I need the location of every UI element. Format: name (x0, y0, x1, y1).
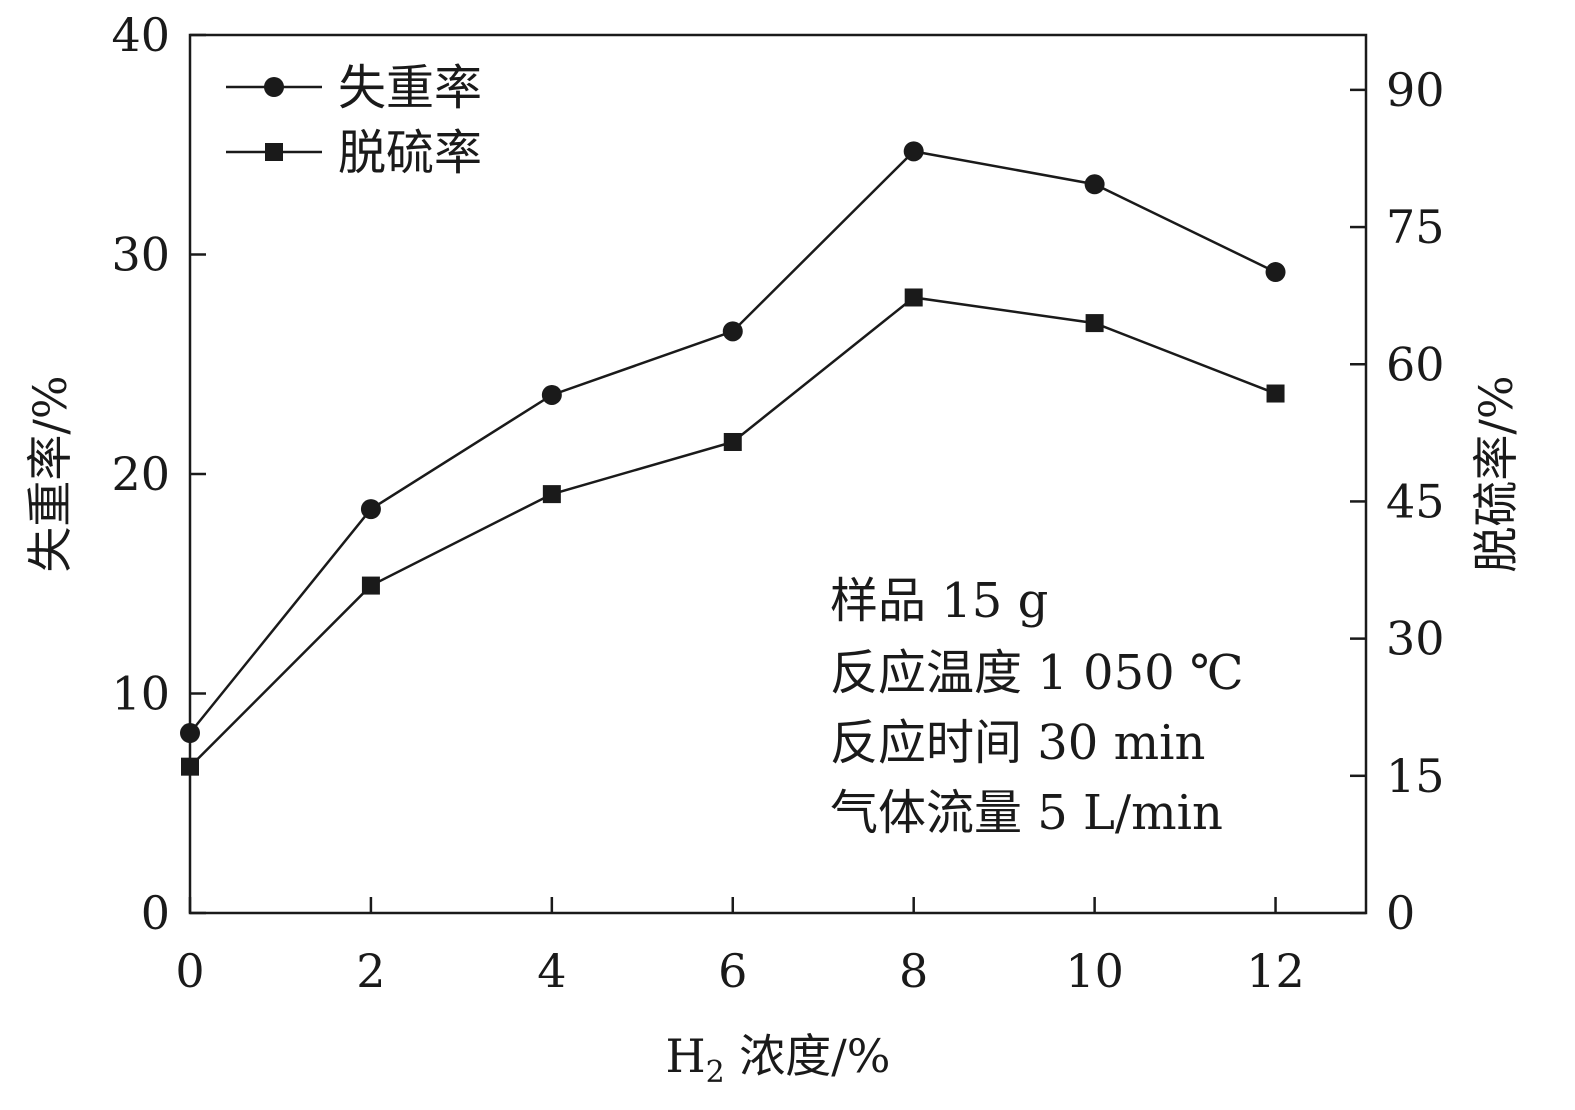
y-right-tick-label: 0 (1386, 886, 1415, 940)
data-point-circle (722, 321, 743, 342)
data-point-square (1266, 384, 1285, 403)
y-left-tick-label: 20 (111, 447, 170, 501)
data-point-square (904, 288, 923, 307)
data-point-circle (1265, 262, 1286, 283)
data-point-circle (541, 384, 562, 405)
y-left-tick-label: 40 (111, 8, 170, 62)
x-tick-label: 0 (175, 944, 204, 998)
x-tick-label: 8 (899, 944, 928, 998)
x-axis-label-subscript: 2 (706, 1055, 725, 1090)
x-tick-label: 12 (1246, 944, 1305, 998)
data-point-circle (1084, 174, 1105, 195)
x-tick-label: 4 (537, 944, 566, 998)
data-point-square (542, 485, 561, 504)
axes: 0 2 4 6 8 10 12 0 10 20 30 40 0 15 30 45 60 75 90 (111, 8, 1444, 998)
y-left-tick-label: 10 (111, 667, 170, 721)
legend-marker-circle (264, 77, 284, 97)
data-point-square (723, 432, 742, 451)
y-right-tick-label: 90 (1386, 63, 1445, 117)
annotation-line: 反应时间 30 min (830, 715, 1205, 771)
x-axis-label: H2 浓度/% (665, 1029, 890, 1090)
y-left-tick-label: 0 (141, 886, 170, 940)
data-point-square (1085, 314, 1104, 333)
series-layer (180, 141, 1286, 776)
legend-label: 失重率 (338, 60, 482, 116)
x-tick-label: 6 (718, 944, 747, 998)
y-axis-label-left: 失重率/% (23, 375, 77, 572)
x-axis-label-rest: 浓度/% (725, 1029, 891, 1083)
y-right-tick-label: 15 (1386, 749, 1445, 803)
y-left-tick-label: 30 (111, 228, 170, 282)
annotation-block: 样品 15 g 反应温度 1 050 ℃ 反应时间 30 min 气体流量 5 L/m… (830, 573, 1244, 841)
y-right-tick-label: 30 (1386, 612, 1445, 666)
legend-label: 脱硫率 (338, 125, 482, 181)
annotation-line: 气体流量 5 L/min (830, 785, 1223, 841)
x-tick-label: 10 (1065, 944, 1124, 998)
x-axis-label-main: H (665, 1029, 705, 1083)
y-right-tick-label: 60 (1386, 337, 1445, 391)
x-tick-label: 2 (356, 944, 385, 998)
y-right-tick-label: 45 (1386, 474, 1445, 528)
data-point-circle (903, 141, 924, 162)
annotation-line: 样品 15 g (830, 573, 1048, 629)
y-axis-label-right: 脱硫率/% (1469, 375, 1523, 572)
y-right-tick-label: 75 (1386, 200, 1445, 254)
legend-marker-square (265, 143, 283, 161)
data-point-square (181, 757, 199, 776)
data-point-square (361, 576, 380, 595)
data-point-circle (360, 499, 381, 520)
annotation-line: 反应温度 1 050 ℃ (830, 645, 1244, 701)
data-point-circle (180, 723, 200, 744)
